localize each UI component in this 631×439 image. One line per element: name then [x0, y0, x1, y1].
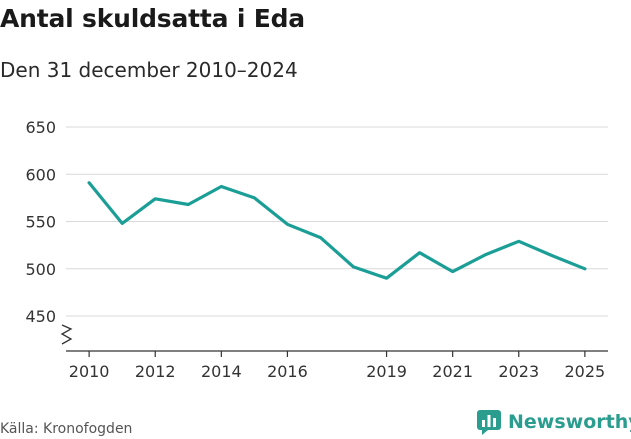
x-tick-label: 2021 [432, 362, 473, 381]
gridlines [66, 126, 608, 317]
y-tick-labels: 450 500 550 600 650 [25, 118, 56, 326]
x-tick-label: 2014 [201, 362, 242, 381]
x-tick-label: 2019 [366, 362, 407, 381]
x-tick-label: 2023 [498, 362, 539, 381]
x-tick-label: 2012 [135, 362, 176, 381]
series-layer [87, 181, 587, 280]
x-tick-label: 2025 [565, 362, 606, 381]
y-tick-label: 450 [25, 307, 56, 326]
series-line [87, 181, 587, 280]
chart-subtitle: Den 31 december 2010–2024 [0, 58, 298, 82]
y-tick-label: 550 [25, 213, 56, 232]
line-chart: 450 500 550 600 650 2010 2012 2014 2016 2019 2021… [25, 118, 608, 381]
y-tick-label: 650 [25, 118, 56, 137]
x-axis [60, 324, 608, 352]
zigzag-break-icon [60, 324, 73, 345]
y-tick-label: 500 [25, 260, 56, 279]
source-credit: Källa: Kronofogden [0, 421, 133, 437]
brand-name: Newsworthy [508, 411, 631, 433]
x-tick-labels: 2010 2012 2014 2016 2019 2021 2023 2025 [69, 351, 605, 381]
chart-title: Antal skuldsatta i Eda [0, 4, 305, 33]
brand-logo: Newsworthy [476, 409, 631, 435]
x-tick-label: 2010 [69, 362, 110, 381]
y-tick-label: 600 [25, 165, 56, 184]
x-tick-label: 2016 [267, 362, 308, 381]
bar-chart-logo-icon [477, 410, 501, 435]
